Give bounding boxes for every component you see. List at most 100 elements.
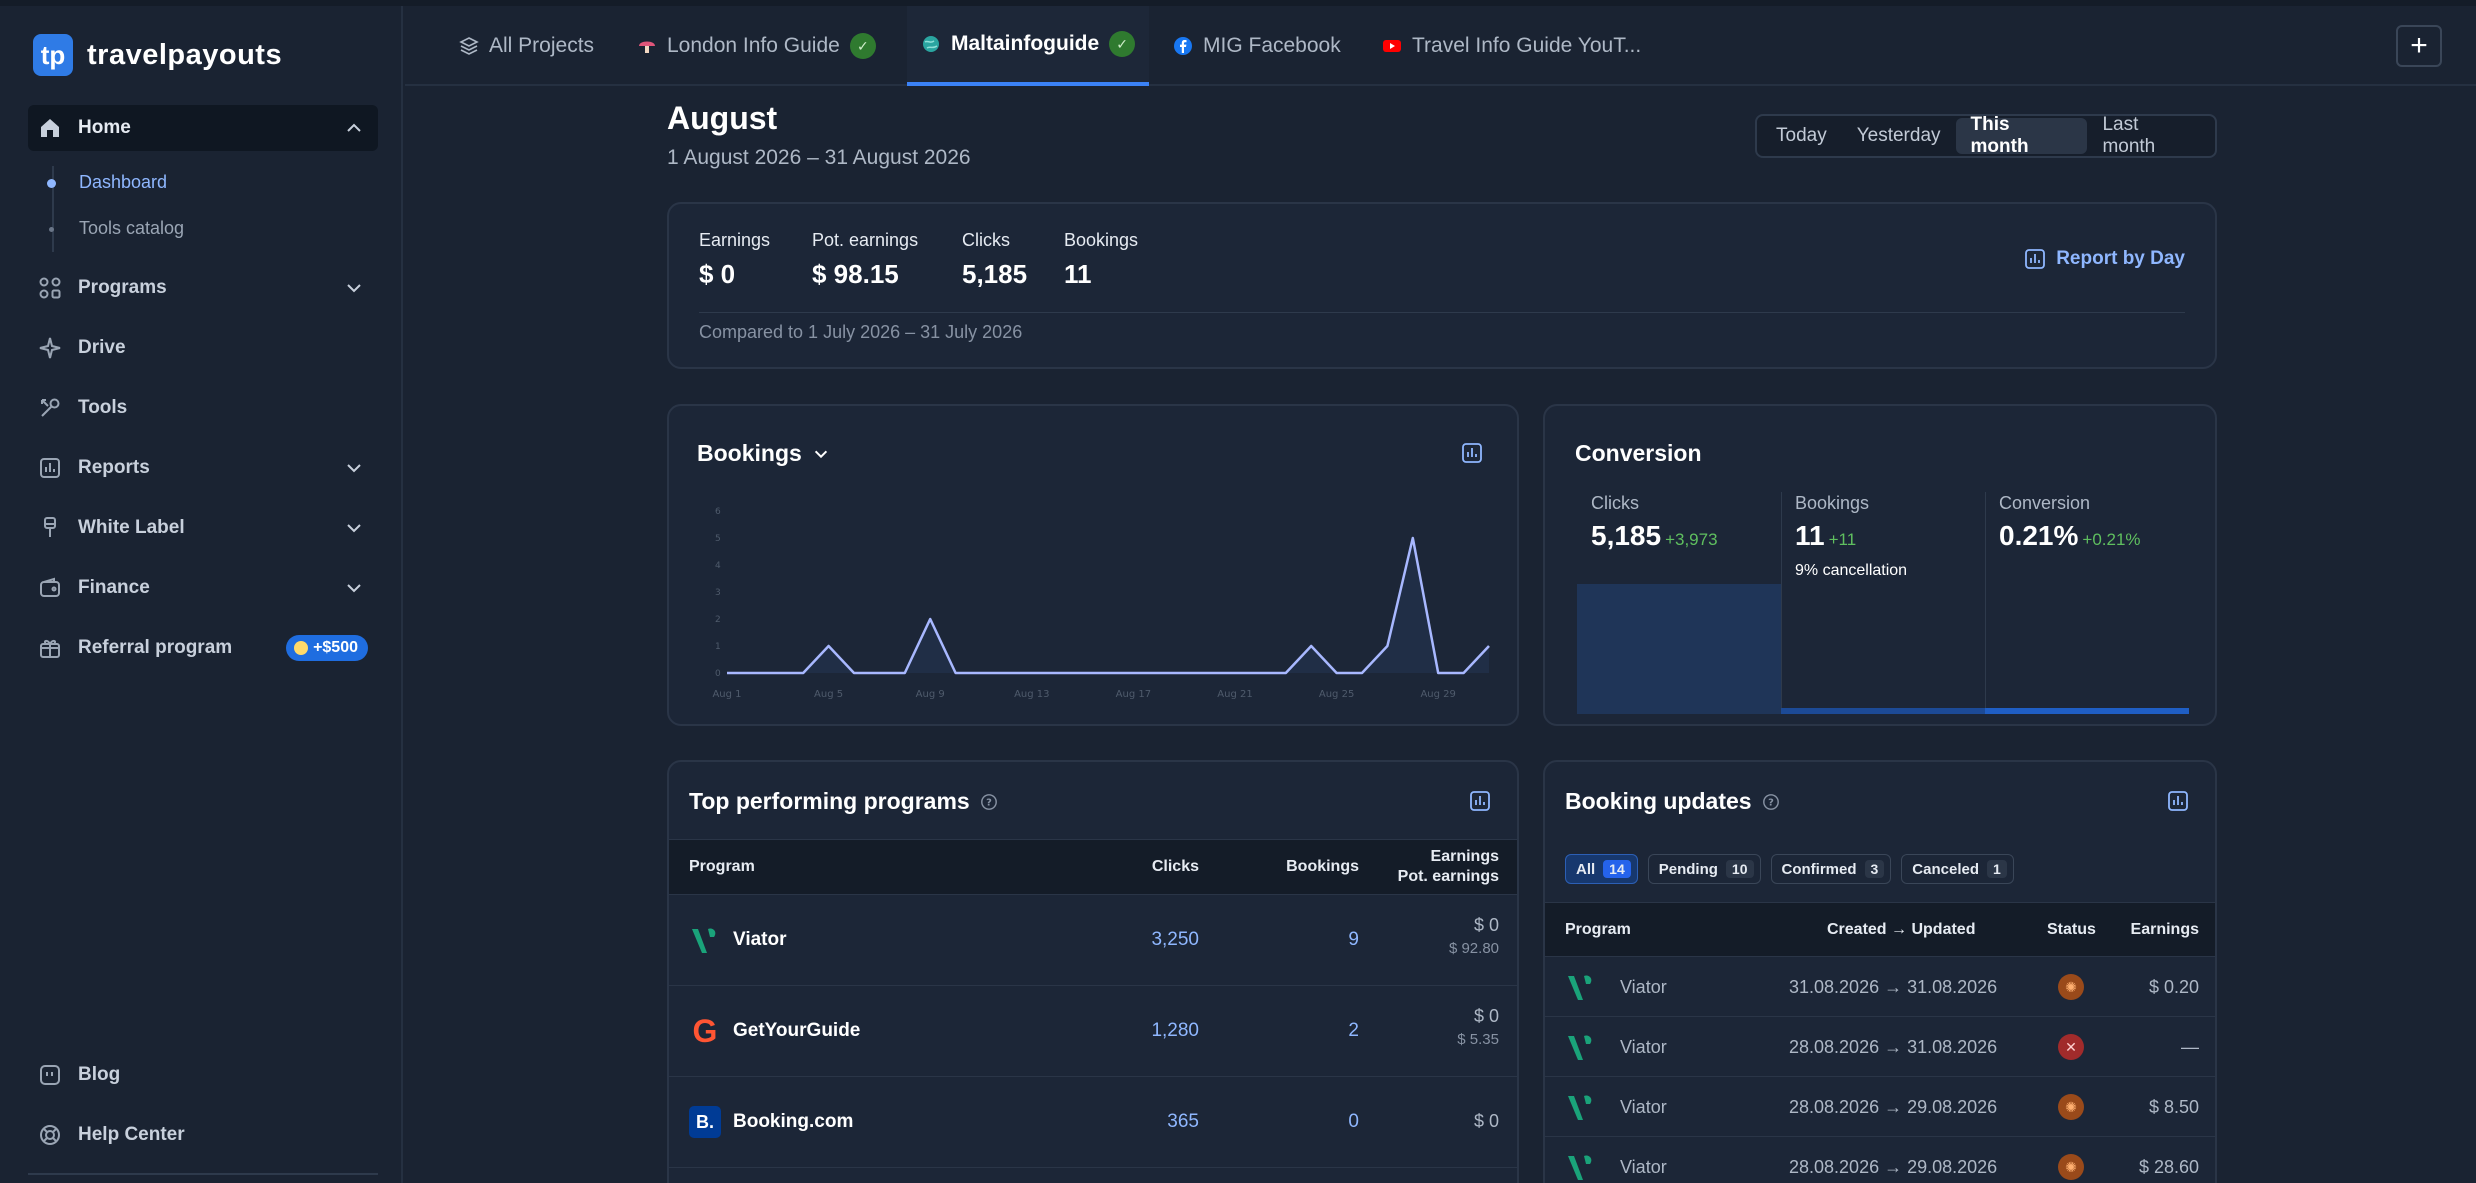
card-title-text: Top performing programs xyxy=(689,788,970,814)
bookings-data-point[interactable] xyxy=(1181,670,1187,676)
bookings-data-point[interactable] xyxy=(851,670,857,676)
booking-update-row[interactable]: Viator 31.08.2026 → 31.08.2026 ✺ $ 0.20 xyxy=(1545,957,2215,1017)
bookings-data-point[interactable] xyxy=(1486,643,1492,649)
bookings-data-point[interactable] xyxy=(927,616,933,622)
bookings-data-point[interactable] xyxy=(1384,643,1390,649)
period-this-month-button[interactable]: This month xyxy=(1955,114,2088,157)
tab-mig-facebook[interactable]: MIG Facebook xyxy=(1173,6,1341,86)
stat-pot-earnings: Pot. earnings $ 98.15 xyxy=(812,230,918,290)
bookings-data-point[interactable] xyxy=(1257,670,1263,676)
y-tick-label: 3 xyxy=(715,588,721,598)
bookings-data-point[interactable] xyxy=(826,643,832,649)
bookings-data-point[interactable] xyxy=(1156,670,1162,676)
chart-view-icon[interactable] xyxy=(1469,790,1491,812)
booking-program-name: Viator xyxy=(1620,977,1667,997)
booking-update-row[interactable]: Viator 28.08.2026 → 29.08.2026 ✺ $ 8.50 xyxy=(1545,1077,2215,1137)
status-filters: All 14 Pending 10 Confirmed 3 Canceled 1 xyxy=(1565,854,2014,884)
x-tick-label: Aug 21 xyxy=(1217,689,1252,700)
sidebar-item-blog[interactable]: Blog xyxy=(28,1052,378,1098)
filter-label: All xyxy=(1576,860,1596,878)
program-clicks-link[interactable]: 1,280 xyxy=(1151,1020,1199,1041)
program-clicks-link[interactable]: 3,250 xyxy=(1151,929,1199,950)
brand-logo[interactable]: tp travelpayouts xyxy=(33,34,282,76)
bookings-data-point[interactable] xyxy=(1435,670,1441,676)
sidebar-item-drive[interactable]: Drive xyxy=(28,325,378,371)
period-last-month-button[interactable]: Last month xyxy=(2102,114,2156,157)
bookings-data-point[interactable] xyxy=(1359,670,1365,676)
bookings-data-point[interactable] xyxy=(1410,535,1416,541)
submenu-guide-line xyxy=(52,166,54,252)
earnings-value: $ 0 xyxy=(1473,1111,1499,1131)
bookings-data-point[interactable] xyxy=(800,670,806,676)
help-icon[interactable]: ? xyxy=(1762,793,1780,811)
bookings-data-point[interactable] xyxy=(1308,643,1314,649)
bookings-data-point[interactable] xyxy=(1207,670,1213,676)
bookings-data-point[interactable] xyxy=(1029,670,1035,676)
summary-card: Earnings $ 0 Pot. earnings $ 98.15 Click… xyxy=(667,202,2217,369)
bookings-data-point[interactable] xyxy=(1054,670,1060,676)
chevron-down-icon xyxy=(347,284,361,293)
bookings-data-point[interactable] xyxy=(978,670,984,676)
sidebar-item-tools-catalog[interactable]: Tools catalog xyxy=(79,218,185,238)
bookings-data-point[interactable] xyxy=(1003,670,1009,676)
booking-update-row[interactable]: Viator 28.08.2026 → 31.08.2026 ✕ — xyxy=(1545,1017,2215,1077)
booking-update-row[interactable]: Viator 28.08.2026 → 29.08.2026 ✺ $ 28.60 xyxy=(1545,1137,2215,1183)
bookings-data-point[interactable] xyxy=(1105,670,1111,676)
bookings-data-point[interactable] xyxy=(775,670,781,676)
filter-pending[interactable]: Pending 10 xyxy=(1647,854,1761,884)
tab-all-projects[interactable]: All Projects xyxy=(459,6,594,86)
sidebar-item-dashboard[interactable]: Dashboard xyxy=(79,172,168,192)
filter-all[interactable]: All 14 xyxy=(1565,854,1638,884)
filter-canceled[interactable]: Canceled 1 xyxy=(1901,854,2014,884)
project-tabs: All Projects London Info Guide ✓ Maltain… xyxy=(405,6,2476,86)
period-yesterday-button[interactable]: Yesterday xyxy=(1856,125,1941,146)
tab-travel-info-guide-youtube[interactable]: Travel Info Guide YouT... xyxy=(1382,6,1641,86)
sidebar-item-programs[interactable]: Programs xyxy=(28,265,378,311)
sidebar-item-finance[interactable]: Finance xyxy=(28,565,378,611)
bookings-data-point[interactable] xyxy=(1232,670,1238,676)
col-program: Program xyxy=(689,858,755,875)
bookings-data-point[interactable] xyxy=(1283,670,1289,676)
report-by-day-link[interactable]: Report by Day xyxy=(2024,248,2185,270)
bookings-data-point[interactable] xyxy=(749,670,755,676)
bookings-data-point[interactable] xyxy=(902,670,908,676)
period-today-button[interactable]: Today xyxy=(1776,125,1827,146)
program-bookings-link[interactable]: 0 xyxy=(1348,1111,1359,1132)
bookings-metric-dropdown[interactable]: Bookings xyxy=(697,440,830,467)
help-icon[interactable]: ? xyxy=(980,793,998,811)
program-clicks-link[interactable]: 365 xyxy=(1167,1111,1199,1132)
chart-view-icon[interactable] xyxy=(1461,442,1483,464)
top-programs-card: Top performing programs ? Program Clicks… xyxy=(667,760,1519,1183)
stat-value: $ 98.15 xyxy=(812,259,899,289)
sidebar-item-tools[interactable]: Tools xyxy=(28,385,378,431)
add-project-button[interactable]: + xyxy=(2396,25,2442,67)
program-bookings-link[interactable]: 2 xyxy=(1348,1020,1359,1041)
conversion-separator xyxy=(1781,492,1782,714)
bookings-data-point[interactable] xyxy=(724,670,730,676)
table-row[interactable]: G GetYourGuide 1,280 2 $ 0 $ 5.35 xyxy=(669,986,1517,1077)
sidebar-item-label: Home xyxy=(78,117,131,138)
bookings-data-point[interactable] xyxy=(1130,670,1136,676)
table-row[interactable]: B. Booking.com 365 0 $ 0 xyxy=(669,1077,1517,1168)
sidebar-item-referral[interactable]: Referral program +$500 xyxy=(28,625,378,671)
sidebar-item-reports[interactable]: Reports xyxy=(28,445,378,491)
conversion-clicks: Clicks 5,185 +3,973 xyxy=(1591,493,1718,552)
bookings-data-point[interactable] xyxy=(1334,670,1340,676)
sidebar-item-home[interactable]: Home xyxy=(28,105,378,151)
chart-view-icon[interactable] xyxy=(2167,790,2189,812)
x-tick-label: Aug 17 xyxy=(1116,689,1151,700)
card-title-text: Booking updates xyxy=(1565,788,1752,814)
filter-confirmed[interactable]: Confirmed 3 xyxy=(1770,854,1892,884)
tab-maltainfoguide[interactable]: Maltainfoguide ✓ xyxy=(907,6,1150,86)
verified-check-icon: ✓ xyxy=(849,33,876,59)
tab-london-info-guide[interactable]: London Info Guide ✓ xyxy=(637,6,876,86)
bookings-data-point[interactable] xyxy=(1080,670,1086,676)
program-bookings-link[interactable]: 9 xyxy=(1348,929,1359,950)
bookings-data-point[interactable] xyxy=(953,670,959,676)
tab-label: Travel Info Guide YouT... xyxy=(1412,34,1642,57)
sidebar-item-help-center[interactable]: Help Center xyxy=(28,1112,378,1158)
bookings-data-point[interactable] xyxy=(876,670,882,676)
bookings-data-point[interactable] xyxy=(1461,670,1467,676)
sidebar-item-white-label[interactable]: White Label xyxy=(28,505,378,551)
table-row[interactable]: Viator 3,250 9 $ 0 $ 92.80 xyxy=(669,895,1517,986)
